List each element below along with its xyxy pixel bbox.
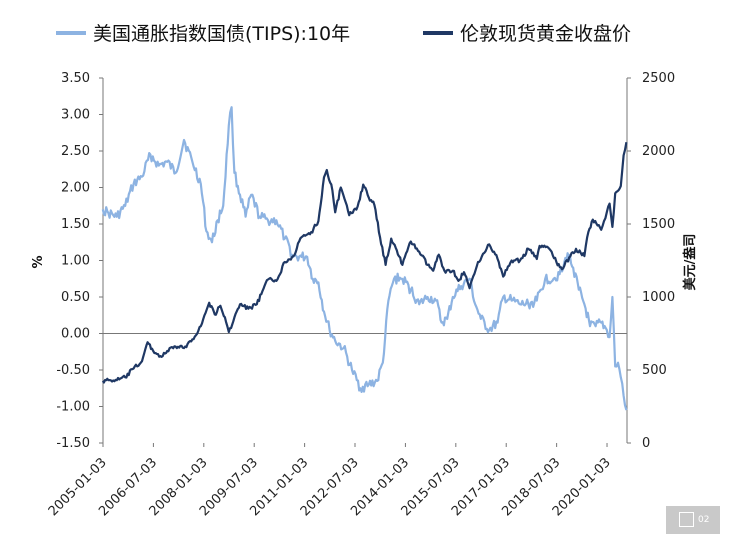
left-tick-label: -1.50 <box>56 436 90 451</box>
left-tick-label: 2.00 <box>61 181 90 196</box>
left-tick-label: 3.00 <box>61 108 90 123</box>
square-icon <box>679 512 694 527</box>
series-line-tips <box>101 106 628 411</box>
right-tick-label: 1000 <box>642 290 675 305</box>
left-tick-label: 0.50 <box>61 290 90 305</box>
left-axis-title: % <box>31 255 46 268</box>
legend-label-tips: 美国通胀指数国债(TIPS):10年 <box>93 23 350 45</box>
page-number: 02 <box>698 515 710 525</box>
left-tick-label: -1.00 <box>56 400 90 415</box>
right-tick-label: 0 <box>642 436 650 451</box>
right-tick-label: 2000 <box>642 144 675 159</box>
right-axis-title: 美元/盎司 <box>682 234 698 291</box>
right-tick-label: 500 <box>642 363 667 378</box>
left-tick-label: 2.50 <box>61 144 90 159</box>
right-tick-label: 1500 <box>642 217 675 232</box>
left-tick-label: 1.00 <box>61 254 90 269</box>
legend-label-gold: 伦敦现货黄金收盘价 <box>460 23 631 45</box>
right-axis: 0 500 1000 1500 2000 2500 <box>627 71 675 451</box>
page-badge: 02 <box>666 506 720 534</box>
right-tick-label: 2500 <box>642 71 675 86</box>
left-tick-label: 1.50 <box>61 217 90 232</box>
x-axis: 2005-01-032006-07-032008-01-032009-07-03… <box>46 443 614 519</box>
left-tick-label: 3.50 <box>61 71 90 86</box>
left-tick-label: 0.00 <box>61 327 90 342</box>
left-tick-label: -0.50 <box>56 363 90 378</box>
legend: 美国通胀指数国债(TIPS):10年 伦敦现货黄金收盘价 <box>56 23 631 45</box>
left-axis: -1.50 -1.00 -0.50 0.00 0.50 1.00 1.50 2.00 2.50 3… <box>56 71 103 451</box>
series-line-gold <box>101 142 628 384</box>
series-layer <box>101 106 628 411</box>
